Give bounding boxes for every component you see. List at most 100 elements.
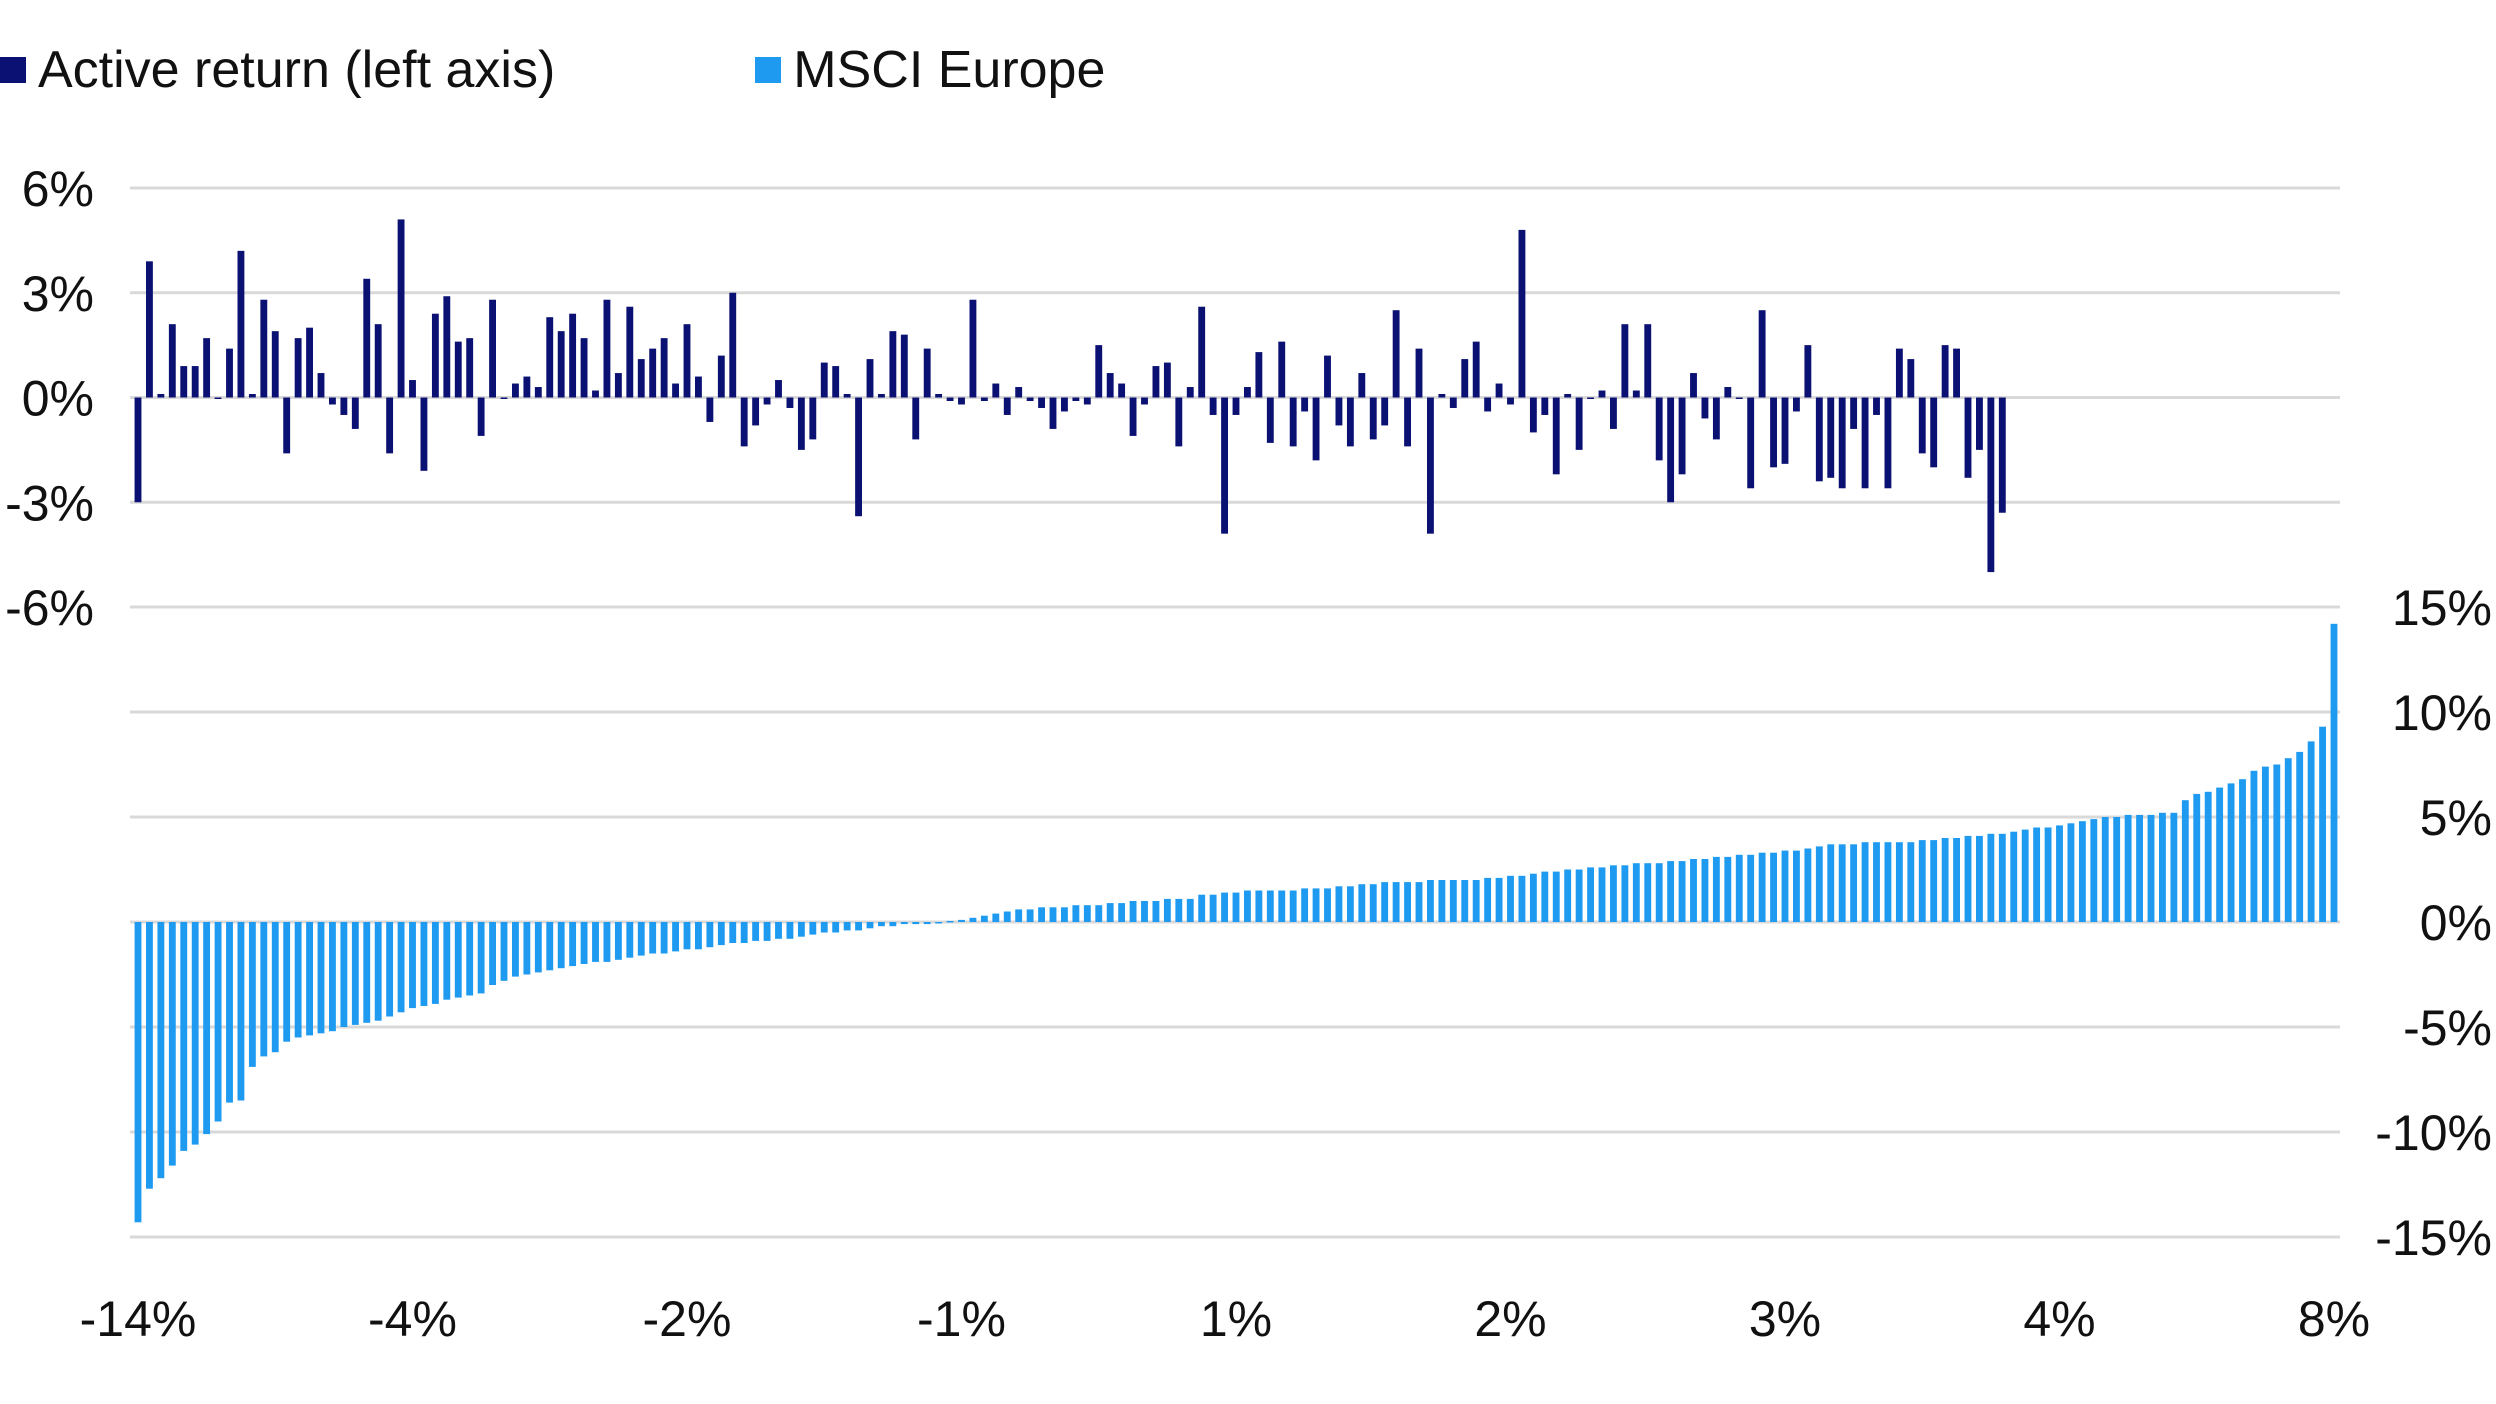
- bar-msci-europe: [1575, 869, 1583, 922]
- bar-msci-europe: [889, 922, 897, 927]
- bar-msci-europe: [386, 922, 394, 1017]
- bar-msci-europe: [1827, 844, 1835, 922]
- bar-active-return: [946, 397, 954, 401]
- bar-active-return: [958, 397, 965, 405]
- bar-active-return: [1438, 394, 1446, 398]
- bar-active-return: [1141, 397, 1148, 405]
- bar-active-return: [1415, 348, 1423, 398]
- bar-active-return: [454, 341, 462, 398]
- bar-msci-europe: [843, 922, 851, 931]
- bar-msci-europe: [1781, 850, 1789, 922]
- bar-active-return: [1610, 397, 1617, 429]
- bar-active-return: [660, 338, 668, 398]
- bar-msci-europe: [1953, 838, 1960, 922]
- bar-active-return: [237, 250, 245, 398]
- bar-active-return: [546, 317, 554, 398]
- bar-msci-europe: [1003, 911, 1011, 922]
- bar-msci-europe: [832, 922, 840, 933]
- bar-msci-europe: [1895, 842, 1903, 922]
- bar-msci-europe: [1861, 842, 1869, 922]
- bar-active-return: [1472, 341, 1480, 398]
- bar-msci-europe: [1472, 880, 1480, 922]
- bar-msci-europe: [157, 922, 165, 1179]
- bar-msci-europe: [1083, 905, 1091, 922]
- bar-active-return: [1895, 348, 1903, 398]
- bar-msci-europe: [1793, 850, 1800, 922]
- bar-msci-europe: [1289, 890, 1297, 922]
- bar-active-return: [1369, 397, 1377, 440]
- bar-active-return: [1793, 397, 1800, 412]
- bar-msci-europe: [614, 922, 622, 960]
- bar-msci-europe: [1884, 842, 1892, 922]
- bar-msci-europe: [180, 922, 188, 1151]
- bar-active-return: [969, 299, 977, 398]
- bar-msci-europe: [2284, 758, 2292, 922]
- bar-active-return: [592, 390, 599, 398]
- legend: Active return (left axis) MSCI Europe: [0, 40, 1305, 100]
- bar-msci-europe: [1564, 869, 1572, 922]
- bar-active-return: [157, 394, 165, 398]
- bar-active-return: [477, 397, 485, 436]
- bar-msci-europe: [1026, 909, 1034, 922]
- bar-msci-europe: [1072, 905, 1080, 922]
- bar-msci-europe: [271, 922, 279, 1053]
- bar-active-return: [409, 380, 416, 398]
- bar-msci-europe: [1038, 907, 1045, 922]
- bar-msci-europe: [1278, 890, 1286, 922]
- bar-msci-europe: [1873, 842, 1880, 922]
- bar-msci-europe: [294, 922, 302, 1038]
- bar-active-return: [397, 219, 405, 398]
- bar-msci-europe: [1552, 871, 1560, 922]
- bar-msci-europe: [1186, 898, 1194, 922]
- bar-active-return: [1152, 366, 1160, 398]
- bar-msci-europe: [2170, 812, 2178, 922]
- bar-active-return: [626, 306, 634, 398]
- bar-active-return: [214, 397, 222, 399]
- bar-msci-europe: [1987, 833, 1995, 922]
- x-tick-label: -14%: [80, 1291, 197, 1347]
- bar-active-return: [1724, 387, 1732, 398]
- bar-active-return: [1015, 387, 1023, 398]
- bar-active-return: [1667, 397, 1675, 503]
- bar-msci-europe: [980, 915, 988, 922]
- bar-msci-europe: [1610, 865, 1617, 922]
- bar-active-return: [637, 359, 645, 398]
- bar-msci-europe: [1712, 856, 1720, 922]
- bar-active-return: [1644, 324, 1652, 398]
- bar-active-return: [1175, 397, 1183, 447]
- bar-msci-europe: [1541, 871, 1549, 922]
- bar-msci-europe: [1392, 882, 1400, 922]
- bar-active-return: [1770, 397, 1777, 468]
- bar-active-return: [1278, 341, 1286, 398]
- bar-active-return: [1072, 397, 1080, 401]
- bar-active-return: [1118, 383, 1126, 398]
- bar-active-return: [294, 338, 302, 398]
- bar-msci-europe: [477, 922, 485, 994]
- bar-active-return: [763, 397, 771, 405]
- x-tick-label: -1%: [917, 1291, 1006, 1347]
- bar-active-return: [1632, 390, 1640, 398]
- bar-active-return: [717, 355, 725, 398]
- bar-active-return: [900, 334, 908, 398]
- bar-active-return: [672, 383, 679, 398]
- bar-msci-europe: [2044, 827, 2052, 922]
- bar-msci-europe: [2101, 817, 2109, 922]
- bar-msci-europe: [363, 922, 371, 1023]
- bar-active-return: [1976, 397, 1983, 450]
- bar-msci-europe: [1804, 848, 1812, 922]
- bar-active-return: [168, 324, 176, 398]
- bar-active-return: [317, 373, 325, 398]
- bar-active-return: [614, 373, 622, 398]
- bar-active-return: [1198, 306, 1206, 398]
- bar-active-return: [283, 397, 291, 454]
- bar-msci-europe: [740, 922, 748, 943]
- bar-msci-europe: [1621, 865, 1629, 922]
- bar-msci-europe: [1930, 840, 1938, 922]
- bar-active-return: [1827, 397, 1835, 478]
- bar-active-return: [203, 338, 211, 398]
- bar-msci-europe: [1724, 856, 1732, 922]
- bar-msci-europe: [1244, 890, 1251, 922]
- bar-msci-europe: [523, 922, 531, 975]
- bar-msci-europe: [763, 922, 771, 941]
- bar-active-return: [1186, 387, 1194, 398]
